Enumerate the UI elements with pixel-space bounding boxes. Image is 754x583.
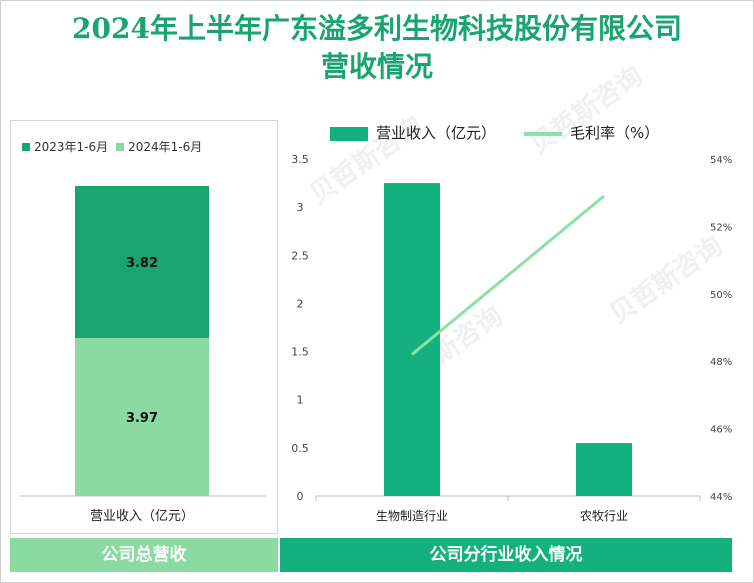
left-legend: 2023年1-6月 2024年1-6月 [22,138,202,155]
y-tick-label-right: 46% [710,425,732,436]
right-legend: 营业收入（亿元） 毛利率（%） [330,122,659,143]
footer-right: 公司分行业收入情况 [280,538,732,572]
title-line-2: 营收情况 [320,50,433,83]
data-label: 3.97 [126,411,158,426]
title-line-1: 2024年上半年广东溢多利生物科技股份有限公司 [72,12,682,45]
stack-bar-segment-2024 [75,338,209,496]
y-tick-label-left: 0.5 [291,442,309,455]
x-tick-label: 生物制造行业 [376,509,448,523]
margin-line [411,194,605,356]
y-tick-label-left: 2 [297,297,304,310]
y-tick-label-right: 44% [710,492,732,503]
y-tick-label-right: 48% [710,357,732,368]
legend-swatch-2024 [116,142,125,151]
footer-left: 公司总营收 [10,538,278,572]
legend-label-margin: 毛利率（%） [570,124,660,142]
y-tick-label-left: 3 [297,201,304,214]
y-tick-label-left: 0 [297,490,304,503]
legend-swatch-2023 [22,142,30,151]
legend-item-revenue: 营业收入（亿元） [330,122,496,143]
legend-label-revenue: 营业收入（亿元） [376,124,497,142]
x-tick-label: 营业收入（亿元） [90,509,194,524]
stack-bar-segment-2023 [75,186,209,339]
data-label: 3.82 [126,256,158,271]
legend-swatch-revenue [330,126,368,141]
legend-item-margin: 毛利率（%） [524,122,659,143]
y-tick-label-left: 3.5 [291,153,309,166]
legend-swatch-margin [524,131,563,136]
legend-label-2024: 2024年1-6月 [128,140,203,154]
y-tick-label-right: 50% [710,290,732,301]
y-tick-label-left: 1 [297,394,304,407]
legend-item-2024: 2024年1-6月 [116,138,202,155]
y-tick-label-left: 1.5 [291,346,309,359]
x-tick-label: 农牧行业 [580,509,628,523]
revenue-bar [576,443,632,496]
legend-item-2023: 2023年1-6月 [22,138,108,155]
y-tick-label-left: 2.5 [291,249,309,262]
chart-title: 2024年上半年广东溢多利生物科技股份有限公司 营收情况 [0,10,754,86]
y-tick-label-right: 52% [710,222,732,233]
legend-label-2023: 2023年1-6月 [34,140,109,154]
y-tick-label-right: 54% [710,155,732,166]
